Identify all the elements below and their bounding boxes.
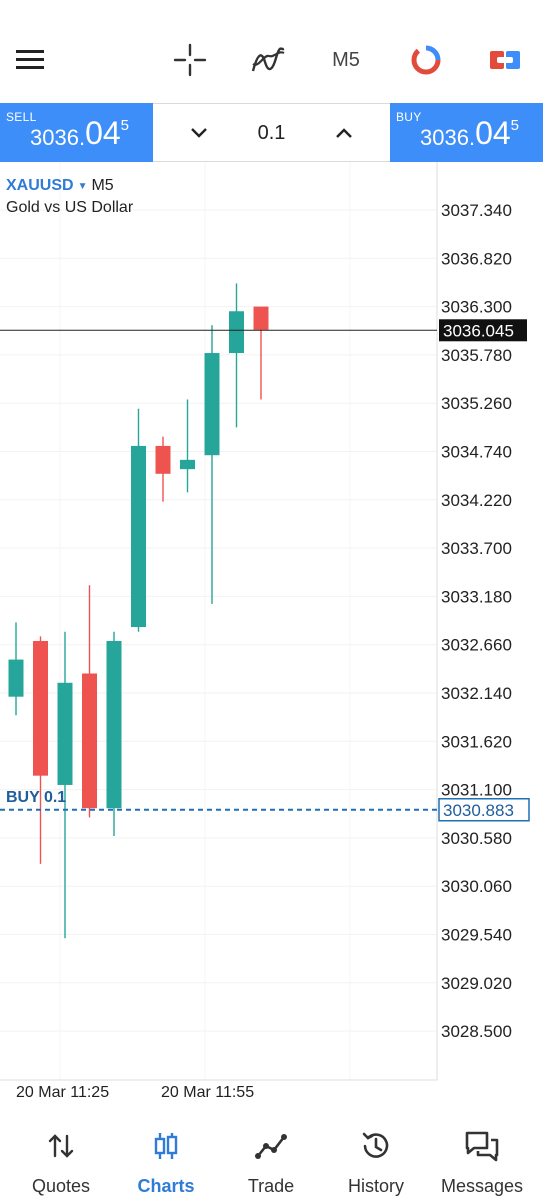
price-tick-label: 3032.660 — [441, 636, 512, 655]
candle-body — [131, 445, 146, 628]
symbol-header[interactable]: XAUUSD ▼ M5 — [6, 177, 114, 195]
buy-price: 3036. 04 5 — [420, 115, 519, 152]
candle-body — [8, 659, 24, 697]
sell-button[interactable]: SELL 3036. 04 5 — [0, 103, 153, 162]
trade-icon — [255, 1130, 287, 1162]
price-tick-label: 3036.820 — [441, 249, 512, 268]
candle-body — [253, 306, 269, 330]
sell-price-main: 3036. — [30, 125, 86, 150]
bottom-navigation: Quotes Charts Trade History Messages — [0, 1112, 543, 1200]
symbol-name[interactable]: XAUUSD — [6, 177, 74, 194]
price-tick-label: 3031.100 — [441, 781, 512, 800]
crosshair-icon[interactable] — [170, 36, 210, 84]
nav-history[interactable]: History — [327, 1112, 425, 1200]
candle — [180, 399, 195, 493]
price-tick-label: 3030.580 — [441, 829, 512, 848]
nav-quotes[interactable]: Quotes — [12, 1112, 110, 1200]
buy-price-main: 3036. — [420, 125, 476, 150]
price-tick-label: 3032.140 — [441, 684, 512, 703]
candle — [8, 622, 24, 716]
candle — [155, 436, 171, 502]
candles — [8, 283, 269, 939]
candle-body — [155, 445, 171, 474]
buy-price-fraction: 5 — [510, 117, 519, 134]
time-label-2: 20 Mar 11:55 — [161, 1084, 255, 1101]
position-label[interactable]: BUY 0.1 — [6, 789, 67, 806]
candle-body — [57, 682, 73, 785]
candle-body — [180, 459, 195, 470]
price-tick-label: 3035.260 — [441, 394, 512, 413]
price-tick-label: 3035.780 — [441, 346, 512, 365]
position-price-label: 3030.883 — [443, 801, 514, 820]
trade-toggle-icon[interactable] — [485, 36, 525, 84]
nav-trade-label: Trade — [247, 1176, 295, 1196]
candle — [82, 585, 97, 818]
quotes-icon — [47, 1130, 75, 1162]
candle — [106, 631, 122, 837]
nav-quotes-label: Quotes — [31, 1176, 91, 1196]
charts-icon — [152, 1130, 180, 1162]
nav-charts[interactable]: Charts — [117, 1112, 215, 1200]
candle — [204, 325, 220, 604]
price-tick-label: 3033.700 — [441, 539, 512, 558]
menu-icon[interactable] — [10, 36, 50, 84]
position-price-box — [438, 798, 530, 822]
volume-increase-button[interactable] — [329, 118, 359, 148]
candle — [253, 306, 269, 400]
candle-body — [82, 673, 97, 809]
sell-price: 3036. 04 5 — [30, 115, 129, 152]
nav-trade[interactable]: Trade — [222, 1112, 320, 1200]
price-tick-label: 3036.300 — [441, 298, 512, 317]
current-price-box — [439, 319, 527, 342]
timeframe-button[interactable]: M5 — [326, 36, 366, 84]
price-tick-label: 3029.540 — [441, 926, 512, 945]
nav-history-label: History — [347, 1176, 404, 1196]
candle — [33, 636, 48, 864]
candle-body — [229, 311, 244, 354]
symbol-description: Gold vs US Dollar — [6, 199, 134, 216]
price-tick-label: 3029.020 — [441, 974, 512, 993]
nav-messages[interactable]: Messages — [432, 1112, 532, 1200]
messages-icon — [464, 1130, 500, 1162]
candle — [229, 283, 244, 428]
price-tick-label: 3034.740 — [441, 443, 512, 462]
trade-bar: SELL 3036. 04 5 0.1 BUY 3036. 04 5 — [0, 103, 543, 162]
price-tick-label: 3034.220 — [441, 491, 512, 510]
volume-control: 0.1 — [153, 103, 390, 162]
nav-messages-label: Messages — [440, 1176, 524, 1196]
top-toolbar: M5 — [0, 0, 543, 103]
price-levels: 3036.045 3030.883 — [0, 319, 530, 822]
price-tick-label: 3037.340 — [441, 201, 512, 220]
chart-type-icon[interactable] — [406, 36, 446, 84]
candle-body — [106, 640, 122, 809]
volume-value[interactable]: 0.1 — [257, 122, 286, 144]
buy-price-pips: 04 — [475, 115, 511, 151]
candle-body — [204, 353, 220, 456]
time-label-1: 20 Mar 11:25 — [16, 1084, 110, 1101]
indicators-icon[interactable] — [248, 36, 288, 84]
symbol-dropdown-icon[interactable]: ▼ — [77, 180, 88, 192]
volume-decrease-button[interactable] — [184, 118, 214, 148]
candle — [57, 631, 73, 939]
timeframe-label: M5 — [332, 48, 360, 71]
nav-charts-label: Charts — [137, 1176, 195, 1196]
price-tick-label: 3031.620 — [441, 732, 512, 751]
candle — [131, 408, 146, 632]
current-price-label: 3036.045 — [443, 321, 514, 340]
price-tick-label: 3033.180 — [441, 587, 512, 606]
chart-grid — [0, 162, 437, 1080]
price-ticks: 3037.340 3036.820 3036.300 3035.780 3035.260… — [441, 201, 512, 1041]
candle-body — [33, 640, 48, 776]
history-icon — [360, 1130, 392, 1162]
sell-price-fraction: 5 — [120, 117, 129, 134]
symbol-timeframe: M5 — [91, 177, 114, 194]
buy-button[interactable]: BUY 3036. 04 5 — [390, 103, 543, 162]
price-tick-label: 3028.500 — [441, 1022, 512, 1041]
sell-price-pips: 04 — [85, 115, 121, 151]
price-chart[interactable]: 3036.045 3030.883 3037.340 3036.820 3036.30… — [0, 162, 543, 1112]
sell-label: SELL — [6, 110, 37, 124]
buy-label: BUY — [396, 110, 422, 124]
price-tick-label: 3030.060 — [441, 877, 512, 896]
